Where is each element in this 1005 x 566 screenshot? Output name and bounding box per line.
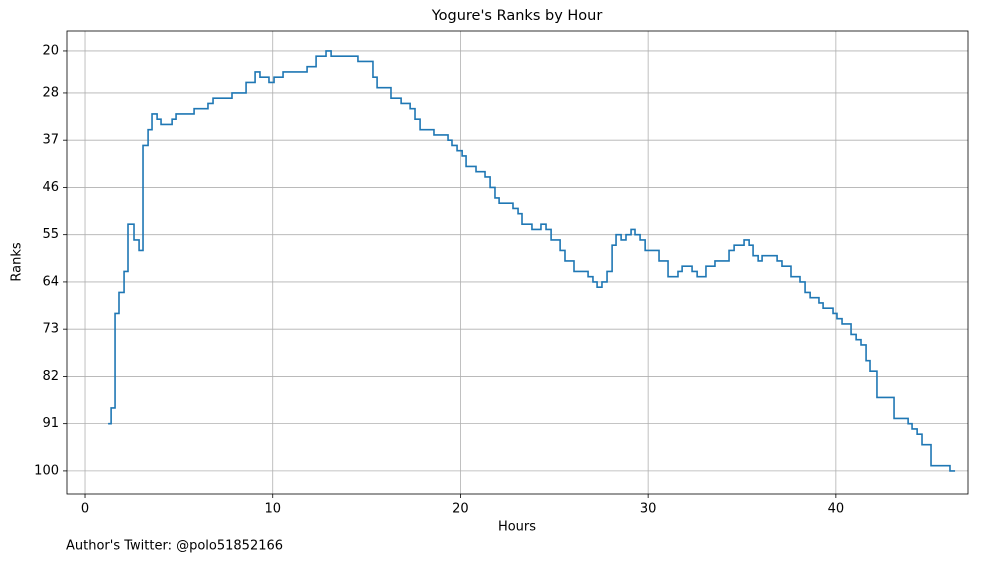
x-tick-label: 40 xyxy=(828,502,845,517)
rank-line xyxy=(108,50,956,472)
x-axis-label: Hours xyxy=(498,520,536,535)
x-tick-label: 10 xyxy=(264,502,281,517)
x-tick-label: 30 xyxy=(640,502,657,517)
y-tick-label: 82 xyxy=(42,369,59,384)
x-tick-label: 0 xyxy=(81,502,89,517)
y-tick-label: 46 xyxy=(42,180,59,195)
y-tick-label: 55 xyxy=(42,227,59,242)
x-tick-label: 20 xyxy=(452,502,469,517)
chart-title: Yogure's Ranks by Hour xyxy=(431,8,603,24)
y-tick-label: 64 xyxy=(42,274,59,289)
y-tick-label: 37 xyxy=(42,133,59,148)
plot-frame xyxy=(66,30,969,495)
footnote: Author's Twitter: @polo51852166 xyxy=(66,539,283,554)
y-axis-label: Ranks xyxy=(10,242,25,281)
y-tick-label: 100 xyxy=(34,463,59,478)
y-tick-label: 28 xyxy=(42,85,59,100)
y-tick-label: 73 xyxy=(42,322,59,337)
y-tick-label: 91 xyxy=(42,416,59,431)
y-tick-label: 20 xyxy=(42,43,59,58)
